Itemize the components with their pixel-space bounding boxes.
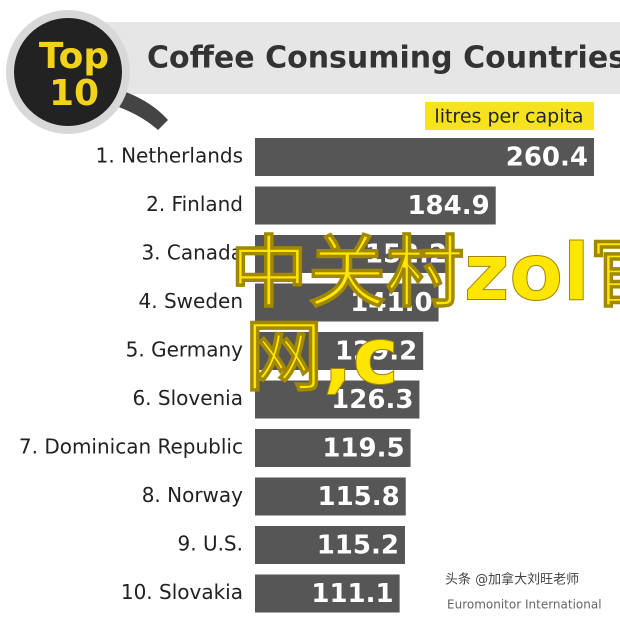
badge — [14, 18, 122, 126]
category-label: 5. Germany — [126, 338, 244, 362]
mug-handle — [113, 90, 168, 130]
category-label: 1. Netherlands — [96, 144, 243, 168]
category-label: 2. Finland — [146, 192, 243, 216]
bar — [255, 186, 496, 225]
category-label: 10. Slovakia — [121, 580, 243, 604]
badge-number: 10 — [49, 73, 99, 114]
value-label: 184.9 — [407, 191, 489, 221]
category-label: 8. Norway — [142, 483, 243, 507]
bar — [255, 574, 400, 613]
unit-label: litres per capita — [434, 106, 583, 128]
bar — [255, 283, 439, 322]
value-label: 126.3 — [331, 385, 413, 415]
category-label: 4. Sweden — [139, 289, 243, 313]
unit-box — [425, 102, 594, 130]
value-label: 152.2 — [365, 240, 447, 270]
category-label: 9. U.S. — [178, 532, 244, 556]
value-label: 119.5 — [322, 434, 404, 464]
category-label: 3. Canada — [141, 241, 243, 265]
chart-title: Coffee Consuming Countries — [147, 41, 620, 76]
category-label: 6. Slovenia — [132, 386, 243, 410]
bar — [255, 429, 411, 467]
bar — [255, 380, 420, 419]
bar — [255, 138, 594, 176]
bar — [255, 477, 406, 516]
value-label: 111.1 — [311, 579, 393, 609]
watermark-credit: 头条 @加拿大刘旺老师 — [445, 572, 579, 588]
watermark: 中关村zol官 — [230, 228, 620, 318]
value-label: 115.8 — [318, 482, 400, 512]
value-label: 115.2 — [317, 531, 399, 561]
category-label: 7. Dominican Republic — [19, 435, 243, 459]
value-label: 141.0 — [350, 288, 432, 318]
bar — [255, 526, 405, 564]
header-band — [60, 22, 620, 94]
value-label: 260.4 — [506, 143, 588, 173]
watermark: 网,c — [245, 312, 399, 402]
bar — [255, 332, 424, 370]
source: Euromonitor International — [447, 598, 602, 612]
bar — [255, 235, 454, 273]
value-label: 129.2 — [335, 337, 417, 367]
badge-top: Top — [39, 36, 109, 77]
